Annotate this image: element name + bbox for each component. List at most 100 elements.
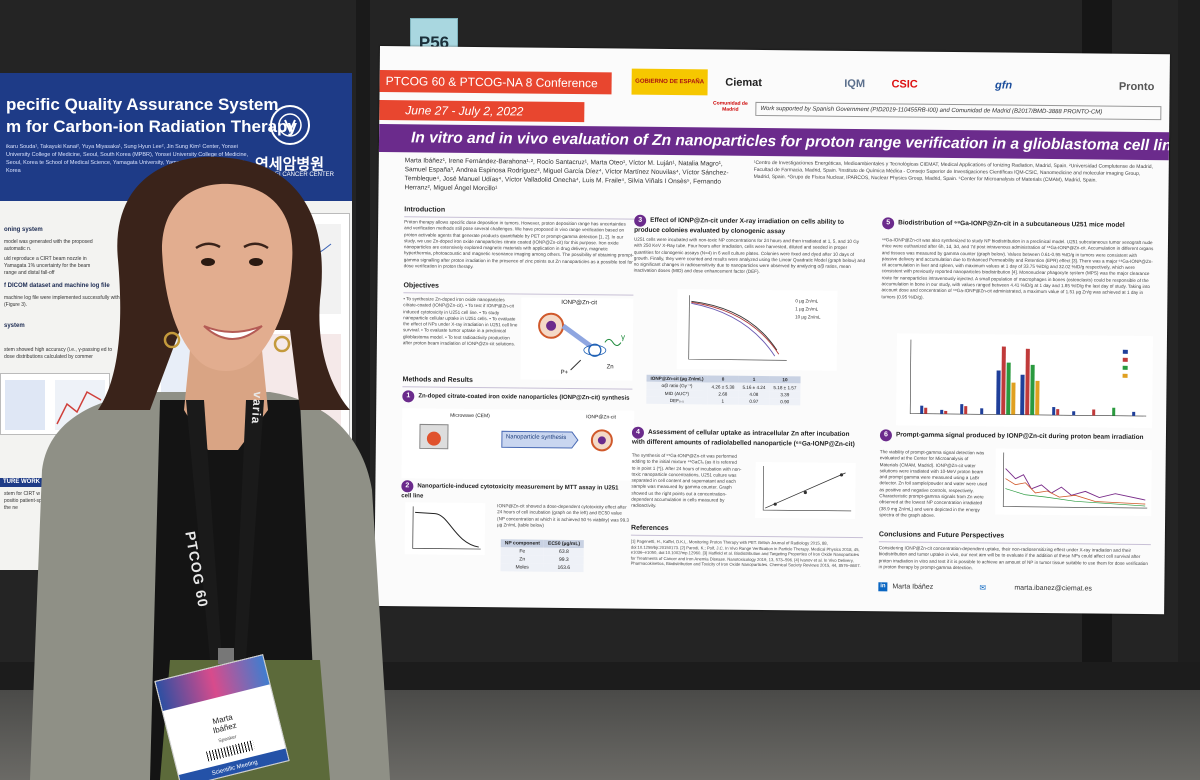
- iqm-logo: IQM: [844, 77, 866, 91]
- step-number: 3: [634, 214, 647, 227]
- conference-poster: PTCOG 60 & PTCOG-NA 8 Conference June 27…: [374, 46, 1170, 615]
- objectives-text: • To synthesize Zn-doped iron oxide nano…: [402, 296, 518, 347]
- step-heading: 1 Zn-doped citrate-coated iron oxide nano…: [402, 390, 630, 404]
- neighbor-text: uld reproduce a CIRT beam nozzle in Yama…: [4, 256, 91, 276]
- comunidad-madrid-logo: Comunidad de Madrid: [713, 100, 748, 113]
- mtt-viability-curve: [404, 502, 486, 556]
- step-number: 5: [882, 217, 895, 230]
- energy-spectrum-chart: [995, 448, 1152, 517]
- diagram-label: Zn: [606, 364, 614, 371]
- intro-text: Proton therapy allows specific dose depo…: [403, 219, 634, 270]
- neighbor-section-heading: oning system: [4, 227, 43, 233]
- step-title: Prompt-gamma signal produced by IONP@Zn-…: [895, 431, 1144, 442]
- board-divider: [1178, 0, 1200, 700]
- face: [162, 183, 293, 371]
- table-row: DEF₀.₅ 1 0.97 0.90: [646, 396, 801, 406]
- lanyard-right: [234, 400, 264, 660]
- section-rule: [402, 386, 633, 390]
- biodistribution-text: ⁶⁸Ga-IONP@Zn-cit was also synthesized to…: [881, 237, 1154, 300]
- left-earring: [163, 331, 181, 349]
- neighbor-text: stem for CIRT w ice, Spot positio patien…: [4, 491, 67, 511]
- neighbor-text: machine log file were implemented succes…: [4, 295, 120, 308]
- contact-name: Marta Ibáñez: [892, 583, 934, 591]
- gfn-logo: gfn: [994, 79, 1013, 92]
- uptake-chart: [755, 461, 856, 520]
- table-cell: 163.6: [543, 563, 584, 573]
- poster-authors: Marta Ibáñez¹, Irene Fernández-Barahona¹…: [404, 157, 729, 193]
- neighbor-poster-authors: ikaru Souda¹, Takayuki Kanai², Yuya Miya…: [6, 144, 249, 174]
- table-cell: Moles: [500, 563, 544, 572]
- contact-email: marta.ibanez@ciemat.es: [1014, 584, 1092, 593]
- neighbor-poster-title: m for Carbon-ion Radiation Therapy: [6, 117, 297, 136]
- synthesis-label: Nanoparticle synthesis: [505, 434, 567, 441]
- uptake-text: The synthesis of ⁶⁵Ga-IONP@Zn-cit was pe…: [631, 452, 742, 509]
- synthesis-diagram: Microwave (CEM) Nanoparticle synthesis I…: [401, 408, 635, 481]
- diagram-label: γ: [620, 332, 626, 342]
- right-eyebrow: [243, 242, 269, 250]
- step-title: Biodistribution of ⁶⁸Ga-IONP@Zn-cit in a…: [898, 219, 1125, 229]
- references-text: [1] Pagenetti, H., Kaffel, D.K.L. Monito…: [630, 538, 861, 569]
- neighbor-text: stem showed high accuracy (i.e., γ-passi…: [4, 347, 113, 360]
- conclusions-text: Considering IONP@Zn-cit concentration-de…: [878, 545, 1148, 571]
- diagram-label: P+: [560, 369, 569, 376]
- right-earring: [273, 335, 291, 353]
- step-title: Assessment of cellular uptake as intrace…: [631, 428, 855, 448]
- nanoparticle-diagram: IONP@Zn-cit Zn P+ γ: [520, 297, 634, 381]
- step-title: Nanoparticle-induced cytotoxicity measur…: [401, 483, 619, 500]
- step-heading: 4 Assessment of cellular uptake as intrac…: [631, 426, 864, 449]
- lanyard-clip: [218, 648, 234, 664]
- diagram-label: IONP@Zn-cit: [561, 299, 598, 307]
- step-title: Effect of IONP@Zn-cit under X-ray irradi…: [634, 216, 844, 236]
- funding-note: Work supported by Spanish Government (PI…: [755, 101, 1162, 121]
- step-title: Zn-doped citrate-coated iron oxide nanop…: [418, 393, 630, 402]
- neighbor-section-bar: TURE WORK: [0, 478, 60, 487]
- cancer-center-name-en: YONSEI CANCER CENTER: [258, 172, 335, 178]
- csic-logo: CSIC: [891, 78, 918, 91]
- section-heading: References: [630, 524, 669, 533]
- presenter-photo: [30, 156, 390, 780]
- biodistribution-bar-chart: [896, 333, 1154, 429]
- lanyard-print: varia: [248, 391, 265, 425]
- ec50-table: NP component EC50 (µg/mL) Fe 63.8 Zn 99.3 M…: [500, 539, 585, 573]
- table-cell: DEF₀.₅: [646, 396, 708, 405]
- step-heading: 5 Biodistribution of ⁶⁸Ga-IONP@Zn-cit in …: [882, 217, 1154, 232]
- step-heading: 2 Nanoparticle-induced cytotoxicity measu…: [401, 480, 629, 502]
- radiosensitivity-table: IONP@Zn-cit (µg Zn/mL) 0 1 10 α/β ratio …: [646, 374, 801, 406]
- table-cell: 0.90: [769, 398, 801, 406]
- neighbor-text: model was generated with the proposed au…: [4, 239, 93, 252]
- section-heading: Conclusions and Future Perspectives: [878, 531, 1005, 540]
- left-eye: [201, 258, 215, 266]
- left-eyebrow: [195, 242, 221, 250]
- neighbor-section-heading: f DICOM dataset and machine log file: [4, 283, 110, 289]
- step-number: 6: [879, 429, 893, 442]
- cancer-center-name: 연세암병원: [255, 156, 325, 173]
- legend-entry: 1 µg Zn/mL: [795, 306, 819, 312]
- neighbor-section-heading: system: [4, 323, 25, 329]
- pronto-logo: Pronto: [1118, 80, 1155, 94]
- poster-affiliations: ¹Centro de Investigaciones Energéticas, …: [753, 159, 1153, 184]
- table-cell: 1: [707, 397, 739, 405]
- table-row: Moles 163.6: [500, 563, 584, 573]
- neighbor-poster-title: pecific Quality Assurance System: [6, 95, 279, 114]
- legend-entry: 0 µg Zn/mL: [795, 298, 819, 304]
- synthesis-label: IONP@Zn-cit: [586, 414, 616, 421]
- clonogenic-text: U251 cells were incubated with non-toxic…: [633, 236, 866, 275]
- step-heading: 3 Effect of IONP@Zn-cit under X-ray irrad…: [634, 214, 866, 237]
- yonsei-shield-logo: [270, 105, 310, 145]
- right-eye: [249, 258, 263, 266]
- ciemat-logo: Ciemat: [725, 76, 763, 90]
- survival-curve-chart: 0 µg Zn/mL 1 µg Zn/mL 10 µg Zn/mL: [676, 289, 838, 371]
- section-rule: [878, 541, 1151, 546]
- step-heading: 6 Prompt-gamma signal produced by IONP@Zn…: [879, 429, 1152, 444]
- section-rule: [403, 292, 634, 296]
- step-number: 4: [631, 426, 645, 439]
- spanish-government-logo: GOBIERNO DE ESPAÑA: [631, 68, 708, 96]
- legend-entry: 10 µg Zn/mL: [795, 314, 821, 320]
- mtt-text: IONP@Zn-cit showed a dose-dependent cyto…: [496, 503, 630, 528]
- prompt-gamma-text: The viability of prompt-gamma signal det…: [879, 449, 988, 518]
- smile: [203, 325, 263, 340]
- synthesis-label: Microwave (CEM): [450, 412, 490, 420]
- table-cell: 0.97: [738, 397, 770, 406]
- email-icon: ✉: [979, 583, 987, 593]
- linkedin-icon: in: [878, 582, 888, 592]
